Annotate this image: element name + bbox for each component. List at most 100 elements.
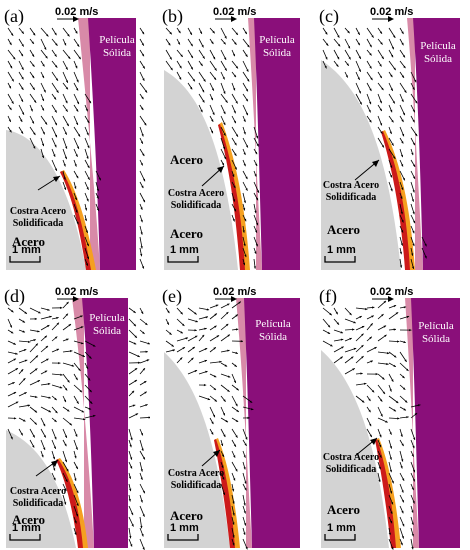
- velocity-vector-head: [22, 112, 24, 115]
- velocity-vector-head: [28, 340, 31, 343]
- velocity-vector-head: [235, 101, 238, 104]
- solid-shell: [218, 124, 245, 270]
- velocity-vector-head: [224, 156, 226, 160]
- velocity-vector-head: [247, 79, 250, 82]
- velocity-vector-head: [194, 335, 198, 338]
- velocity-vector-head: [43, 423, 46, 427]
- velocity-vector-head: [223, 42, 226, 45]
- panel-a-figure: [6, 16, 148, 270]
- velocity-vector-head: [10, 65, 13, 69]
- film-label-line2: Sólida: [92, 325, 122, 337]
- velocity-vector-head: [392, 101, 395, 104]
- velocity-vector-head: [232, 53, 235, 57]
- steel-label: Acero: [170, 508, 203, 523]
- velocity-vector-head: [227, 349, 230, 352]
- velocity-vector-head: [131, 512, 134, 516]
- mm-scale-label: 1 mm: [327, 244, 356, 256]
- velocity-vector-head: [79, 389, 82, 393]
- velocity-vector-head: [412, 479, 415, 482]
- velocity-vector-head: [65, 146, 68, 149]
- velocity-vector-head: [401, 443, 404, 447]
- film-edge: [72, 298, 94, 548]
- velocity-vector-head: [361, 326, 365, 329]
- velocity-vector-head: [134, 335, 137, 338]
- velocity-vector-head: [92, 344, 96, 347]
- velocity-vector-head: [64, 156, 67, 160]
- velocity-vector-head: [370, 360, 373, 363]
- velocity-vector-head: [412, 445, 415, 449]
- velocity-vector-head: [213, 77, 217, 80]
- velocity-vector-head: [393, 409, 396, 412]
- velocity-vector-head: [390, 491, 393, 494]
- velocity-vector-head: [180, 311, 183, 315]
- velocity-vector-head: [53, 154, 56, 157]
- velocity-vector-head: [369, 434, 372, 438]
- velocity-vector-head: [325, 32, 328, 35]
- velocity-vector-head: [369, 101, 372, 105]
- velocity-scale-label: 0.02 m/s: [370, 286, 414, 298]
- velocity-vector-head: [245, 176, 248, 180]
- velocity-vector-head: [179, 65, 182, 69]
- velocity-vector-head: [32, 32, 36, 36]
- velocity-vector-head: [411, 546, 414, 550]
- panel-f-figure: [321, 296, 461, 550]
- velocity-vector-head: [87, 378, 91, 381]
- panel-label: (d): [4, 286, 25, 306]
- velocity-vector-head: [80, 315, 83, 318]
- velocity-vector-head: [336, 64, 339, 67]
- velocity-vector-head: [353, 321, 356, 324]
- velocity-vector-head: [141, 134, 144, 137]
- velocity-vector-head: [349, 312, 352, 316]
- velocity-vector-head: [76, 79, 79, 83]
- film-label-line2: Sólida: [423, 53, 453, 65]
- velocity-vector-head: [245, 54, 248, 57]
- velocity-vector-head: [142, 490, 145, 494]
- velocity-vector-head: [389, 446, 392, 449]
- velocity-vector-head: [359, 316, 362, 319]
- velocity-vector-head: [192, 346, 195, 350]
- velocity-vector-head: [54, 122, 57, 126]
- velocity-vector-head: [227, 334, 230, 337]
- velocity-vector-head: [194, 370, 198, 373]
- velocity-vector-head: [35, 395, 38, 398]
- velocity-vector-head: [133, 342, 137, 345]
- velocity-vector-head: [81, 342, 84, 345]
- velocity-vector-head: [411, 510, 414, 513]
- velocity-vector-head: [33, 132, 36, 135]
- velocity-vector-head: [64, 488, 67, 491]
- panel-label: (a): [4, 6, 24, 26]
- velocity-vector-head: [413, 437, 416, 440]
- velocity-vector-head: [172, 349, 175, 352]
- velocity-vector-head: [54, 419, 57, 422]
- velocity-vector-head: [27, 404, 30, 407]
- shell-label-line1: Costra Acero: [322, 452, 380, 463]
- velocity-vector-head: [210, 97, 213, 101]
- velocity-vector-head: [247, 416, 250, 420]
- velocity-vector-head: [76, 401, 79, 404]
- velocity-vector-head: [179, 77, 182, 80]
- velocity-vector-head: [142, 457, 145, 460]
- velocity-vector-head: [243, 152, 246, 155]
- velocity-vector-head: [255, 230, 258, 233]
- velocity-vector-head: [404, 90, 407, 93]
- velocity-vector-head: [11, 78, 14, 82]
- velocity-vector-head: [131, 524, 134, 527]
- velocity-vector-head: [20, 53, 23, 57]
- velocity-vector-head: [401, 536, 404, 539]
- velocity-vector-head: [70, 350, 73, 353]
- scale-arrow-head: [73, 296, 79, 302]
- velocity-vector-head: [185, 337, 188, 340]
- velocity-vector-head: [235, 328, 239, 331]
- velocity-vector-head: [21, 87, 24, 90]
- velocity-vector-head: [54, 397, 57, 401]
- velocity-vector-head: [71, 364, 75, 367]
- velocity-vector-head: [15, 368, 18, 371]
- velocity-vector-head: [243, 208, 246, 211]
- velocity-vector-head: [388, 532, 391, 536]
- velocity-vector-head: [169, 57, 172, 60]
- velocity-vector-head: [142, 331, 145, 334]
- velocity-vector-head: [255, 163, 258, 166]
- velocity-vector-head: [46, 34, 49, 37]
- velocity-vector-head: [9, 107, 12, 110]
- velocity-vector-head: [75, 31, 78, 34]
